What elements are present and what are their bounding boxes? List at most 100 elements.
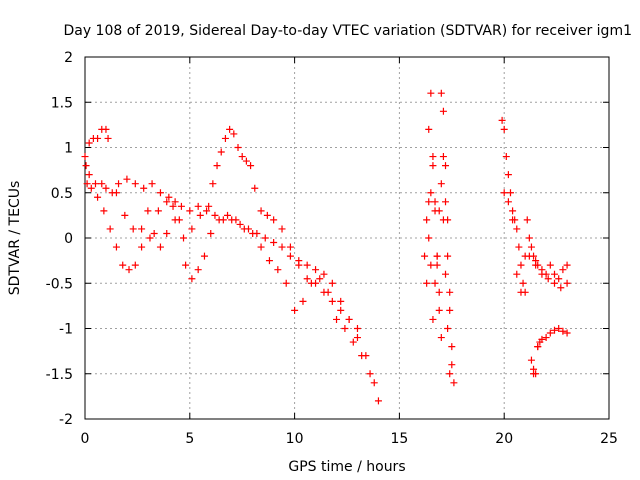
data-point bbox=[85, 171, 93, 179]
data-point bbox=[85, 139, 93, 147]
data-point bbox=[232, 216, 240, 224]
data-point bbox=[242, 157, 250, 165]
data-point bbox=[444, 325, 452, 332]
data-point bbox=[450, 379, 458, 387]
data-point bbox=[546, 329, 554, 337]
data-point bbox=[345, 315, 353, 323]
data-point bbox=[270, 216, 278, 224]
data-point bbox=[435, 306, 443, 314]
series-trace-b bbox=[83, 180, 374, 378]
data-point bbox=[154, 207, 162, 215]
data-point bbox=[525, 252, 533, 260]
series-trace-f bbox=[527, 325, 571, 378]
data-point bbox=[156, 243, 164, 251]
data-point bbox=[429, 315, 437, 323]
data-point bbox=[437, 180, 445, 188]
data-point bbox=[429, 162, 437, 170]
data-point bbox=[251, 184, 259, 192]
y-tick-label: 2 bbox=[64, 50, 73, 66]
data-point bbox=[270, 239, 278, 247]
data-point bbox=[312, 279, 320, 287]
data-point bbox=[188, 275, 196, 283]
data-point bbox=[542, 334, 550, 342]
data-point bbox=[291, 306, 299, 314]
data-point bbox=[448, 361, 456, 369]
data-point bbox=[433, 252, 441, 260]
data-point bbox=[504, 198, 512, 206]
data-point bbox=[509, 216, 517, 224]
data-point bbox=[282, 279, 290, 287]
data-point bbox=[207, 229, 215, 237]
data-point bbox=[165, 193, 173, 201]
data-point bbox=[523, 216, 531, 224]
data-point bbox=[504, 171, 512, 179]
data-point bbox=[532, 257, 540, 265]
data-point bbox=[102, 184, 110, 192]
data-point bbox=[274, 266, 282, 274]
data-point bbox=[525, 234, 533, 242]
series-trace-d bbox=[421, 89, 458, 387]
data-point bbox=[221, 134, 229, 142]
data-point bbox=[100, 207, 108, 215]
data-point bbox=[303, 275, 311, 283]
data-point bbox=[527, 356, 535, 364]
data-point bbox=[144, 207, 152, 215]
data-point bbox=[125, 266, 133, 274]
data-point bbox=[91, 180, 99, 188]
x-tick-label: 25 bbox=[600, 431, 618, 447]
data-point bbox=[163, 198, 171, 206]
data-point bbox=[303, 261, 311, 269]
data-point bbox=[140, 184, 148, 192]
y-tick-label: -2 bbox=[59, 412, 73, 428]
data-point bbox=[104, 134, 112, 142]
data-point bbox=[500, 189, 508, 197]
data-point bbox=[333, 315, 341, 323]
data-point bbox=[102, 125, 110, 133]
data-point bbox=[257, 207, 265, 215]
data-point bbox=[180, 234, 188, 242]
data-point bbox=[427, 189, 435, 197]
data-point bbox=[123, 175, 131, 183]
data-point bbox=[94, 193, 102, 201]
series-trace-a bbox=[81, 153, 382, 405]
data-point bbox=[341, 325, 349, 332]
data-point bbox=[211, 211, 219, 219]
data-point bbox=[131, 180, 139, 188]
data-point bbox=[230, 130, 238, 138]
data-point bbox=[349, 338, 357, 346]
data-point bbox=[196, 211, 204, 219]
data-point bbox=[527, 243, 535, 251]
axis-ticks: 0 5 10 15 20 25 -2 -1.5 -1 -0.5 0 0.5 1 1.5 2 bbox=[46, 50, 618, 447]
data-point bbox=[498, 116, 506, 124]
data-point bbox=[559, 327, 567, 335]
data-point bbox=[337, 306, 345, 314]
data-point bbox=[439, 153, 447, 161]
data-point bbox=[551, 270, 559, 278]
data-point bbox=[427, 89, 435, 97]
data-point bbox=[429, 153, 437, 161]
data-point bbox=[425, 198, 433, 206]
data-point bbox=[509, 207, 517, 215]
data-point bbox=[278, 243, 286, 251]
data-point bbox=[188, 225, 196, 233]
data-point bbox=[563, 279, 571, 287]
data-point bbox=[171, 198, 179, 206]
data-point bbox=[182, 261, 190, 269]
data-point bbox=[517, 261, 525, 269]
data-point bbox=[534, 343, 542, 351]
data-point bbox=[328, 279, 336, 287]
data-point bbox=[435, 207, 443, 215]
data-point bbox=[238, 153, 246, 161]
data-point bbox=[431, 198, 439, 206]
data-point bbox=[121, 211, 129, 219]
data-point bbox=[312, 266, 320, 274]
data-point bbox=[81, 153, 89, 161]
data-point bbox=[437, 89, 445, 97]
data-point bbox=[224, 211, 232, 219]
data-point bbox=[328, 297, 336, 305]
data-point bbox=[186, 207, 194, 215]
data-point bbox=[337, 297, 345, 305]
data-point bbox=[546, 261, 554, 269]
data-point bbox=[148, 180, 156, 188]
